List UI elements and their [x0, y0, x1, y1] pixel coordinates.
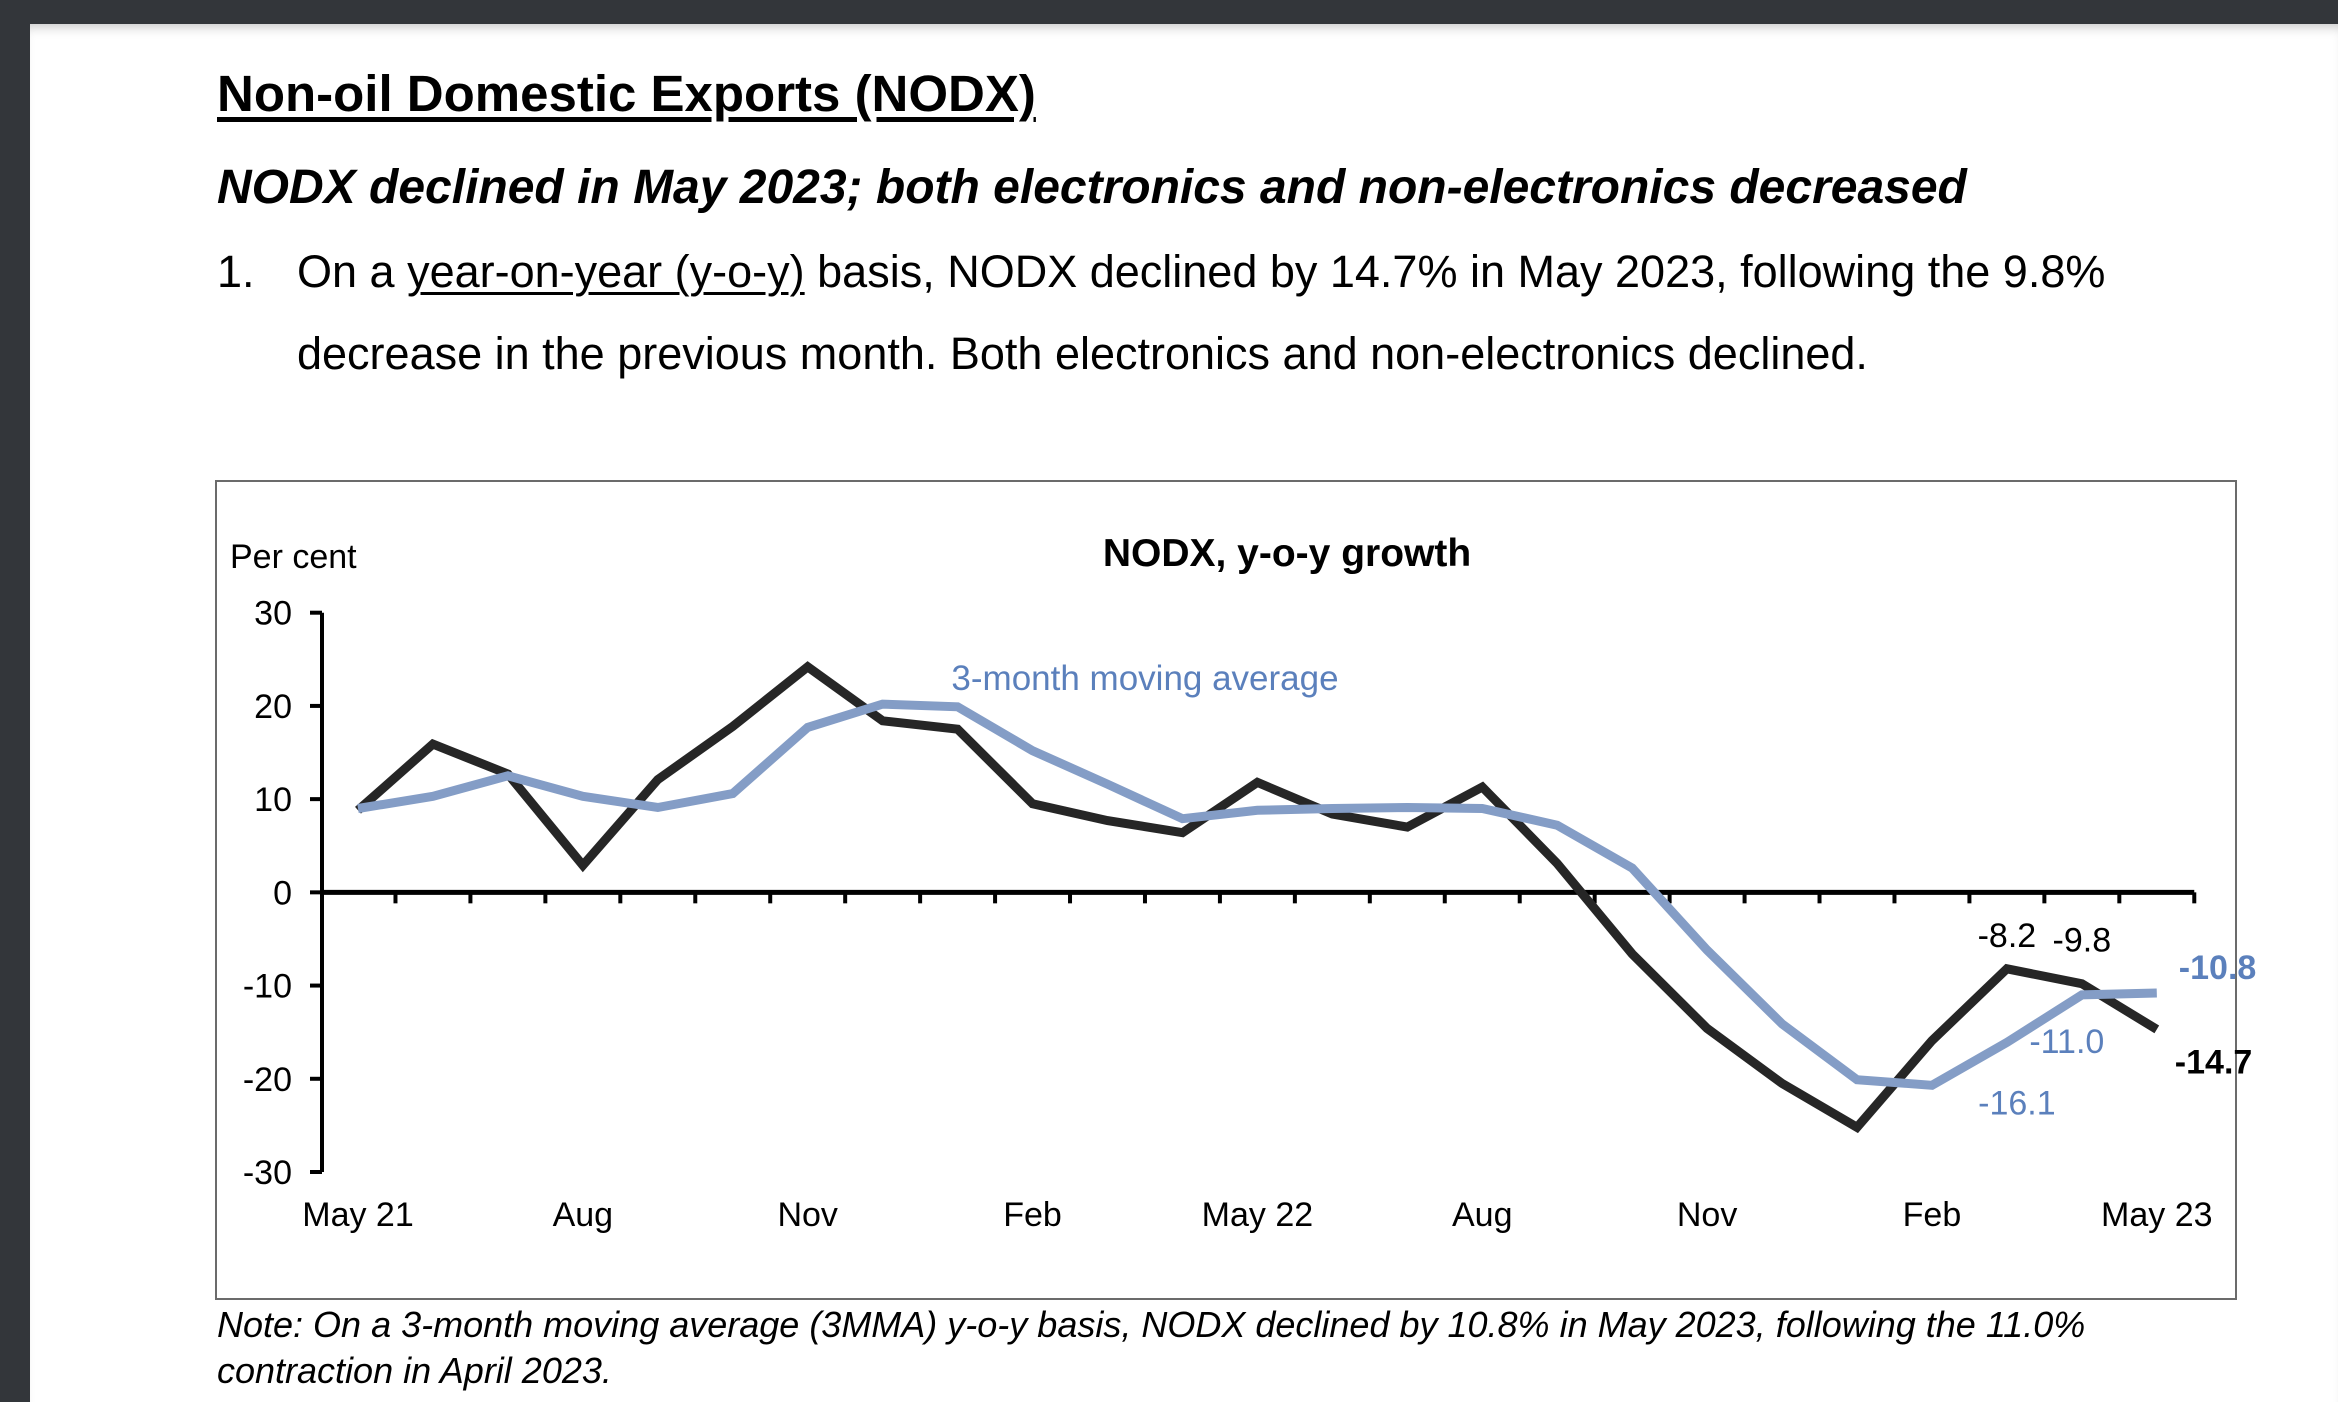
data-label: -14.7	[2175, 1043, 2253, 1081]
chart-note: Note: On a 3-month moving average (3MMA)…	[217, 1302, 2257, 1394]
x-tick-label: Nov	[1677, 1196, 1737, 1234]
y-tick-label: 0	[273, 874, 292, 912]
nodx-line	[355, 661, 2160, 1134]
chart-labels: Per cent NODX, y-o-y growth 3-month moving…	[230, 532, 2256, 1122]
data-label: -16.1	[1978, 1084, 2056, 1122]
y-tick-label: 20	[254, 688, 292, 726]
y-tick-label: 10	[254, 781, 292, 819]
note-line-2: contraction in April 2023.	[217, 1350, 612, 1391]
x-tick-label: May 21	[302, 1196, 414, 1234]
x-tick-label: May 23	[2101, 1196, 2213, 1234]
x-tick-label: Nov	[777, 1196, 837, 1234]
data-label: -9.8	[2053, 922, 2112, 960]
chart-lines	[355, 661, 2160, 1134]
x-tick-label: Aug	[1452, 1196, 1513, 1234]
paragraph-text: basis, NODX declined by 14.7% in May 202…	[804, 246, 2106, 297]
y-tick-label: -20	[243, 1061, 292, 1099]
paragraph-text: On a	[297, 246, 408, 297]
note-line-1: Note: On a 3-month moving average (3MMA)…	[217, 1304, 2086, 1345]
window-top-bar	[0, 0, 2338, 24]
data-label: -10.8	[2179, 949, 2257, 987]
section-heading: Non-oil Domestic Exports (NODX)	[217, 65, 1036, 122]
data-label: -8.2	[1978, 917, 2037, 955]
x-tick-label: Feb	[1903, 1196, 1962, 1234]
section-subheading: NODX declined in May 2023; both electron…	[217, 161, 1967, 214]
data-label: -11.0	[2029, 1023, 2104, 1061]
y-tick-label: -10	[243, 968, 292, 1006]
y-tick-label: 30	[254, 595, 292, 633]
x-tick-label: Aug	[553, 1196, 614, 1234]
y-axis-label: Per cent	[230, 538, 357, 576]
x-tick-label: Feb	[1003, 1196, 1062, 1234]
y-tick-label: -30	[243, 1154, 292, 1192]
paragraph-line-2: decrease in the previous month. Both ele…	[297, 328, 1868, 379]
paragraph-number: 1.	[217, 246, 255, 297]
chart-title: NODX, y-o-y growth	[1103, 532, 1471, 575]
yoy-term-link[interactable]: year-on-year (y-o-y)	[407, 246, 805, 297]
paragraph-line-1: On a year-on-year (y-o-y) basis, NODX de…	[297, 246, 2105, 298]
legend-mma: 3-month moving average	[951, 659, 1338, 698]
chart-axes: 30 20 10 0 -10 -20 -30 May 21 Aug Nov Feb May 22 Aug…	[243, 595, 2213, 1234]
x-tick-label: May 22	[1202, 1196, 1314, 1234]
